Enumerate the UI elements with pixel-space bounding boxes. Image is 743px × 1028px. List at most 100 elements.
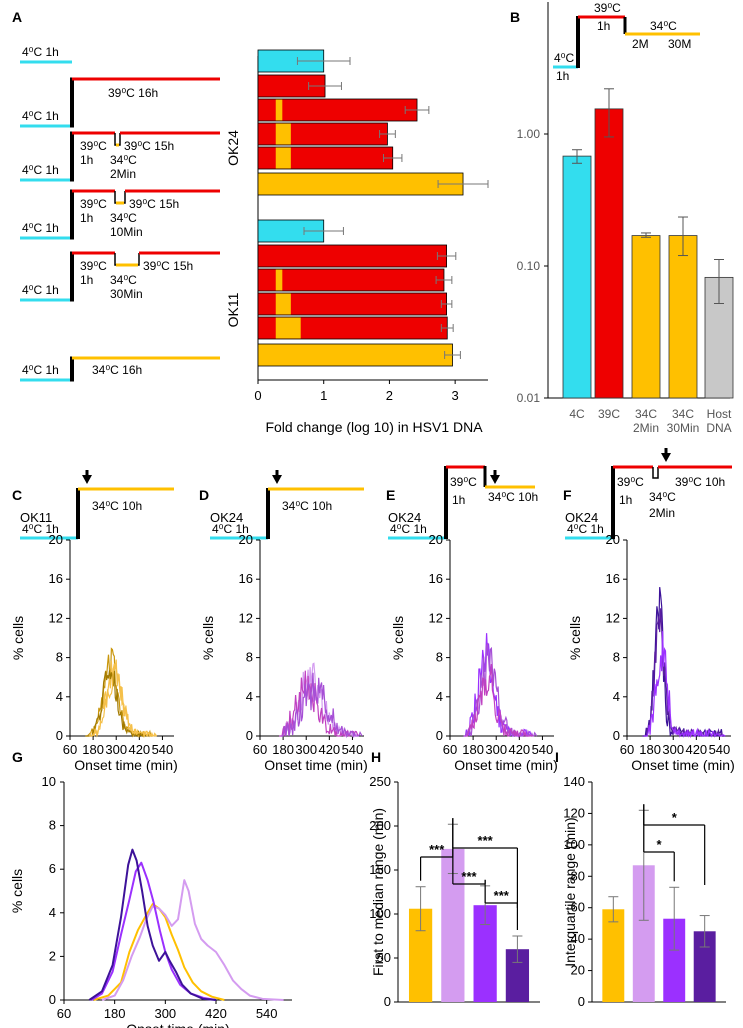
- shift-inset: [275, 99, 283, 121]
- panel-letter: I: [555, 749, 559, 765]
- bar-group: [257, 98, 430, 122]
- protocol-label: 1h: [619, 493, 632, 507]
- shift-outline: [114, 191, 126, 204]
- protocol-label: 34⁰C: [650, 19, 677, 33]
- trace-line: [279, 670, 359, 737]
- bar: [257, 343, 453, 367]
- protocol-label: 34⁰C: [110, 211, 137, 225]
- x-tick-label: 420: [128, 742, 150, 757]
- y-tick-label: 4: [613, 689, 620, 704]
- x-tick-label: 180: [272, 742, 294, 757]
- y-tick-label: 0.10: [517, 259, 541, 273]
- bar-group: [693, 915, 716, 1002]
- protocol-label: 34⁰C 16h: [92, 363, 142, 377]
- shift-outline: [114, 253, 140, 266]
- panel-letter: G: [12, 749, 23, 765]
- cell-line-label: OK11: [20, 510, 52, 525]
- y-axis-label: % cells: [567, 616, 583, 660]
- x-axis-label: Fold change (log 10) in HSV1 DNA: [265, 419, 483, 435]
- y-tick-label: 120: [563, 805, 585, 820]
- bar: [562, 155, 592, 399]
- group-label: OK24: [225, 130, 241, 166]
- significance-label: ***: [429, 842, 445, 857]
- protocol-label: 2Min: [649, 506, 675, 520]
- protocol-label: 4⁰C 1h: [212, 522, 249, 536]
- protocol-label: 34⁰C: [110, 153, 137, 167]
- y-tick-label: 12: [429, 610, 443, 625]
- protocol-label: 4⁰C 1h: [22, 283, 59, 297]
- shift-inset: [275, 147, 291, 169]
- cell-line-label: OK24: [565, 510, 598, 525]
- protocol-label: 2M: [632, 37, 649, 51]
- protocol-label: 39⁰C: [594, 1, 621, 15]
- bar-group: [257, 316, 454, 340]
- bar: [632, 865, 655, 1002]
- protocol-row: 4⁰C 1h 34⁰C 16h: [20, 356, 220, 382]
- shift-outline: [652, 467, 659, 479]
- x-tick-label: 180: [462, 742, 484, 757]
- protocol-label: 30Min: [110, 287, 143, 301]
- x-axis-label: Onset time (min): [264, 757, 367, 773]
- protocol-label: 4⁰C 1h: [22, 363, 59, 377]
- x-tick-label: 540: [342, 742, 364, 757]
- y-tick-label: 0: [436, 728, 443, 743]
- y-tick-label: 60: [571, 900, 585, 915]
- y-tick-label: 8: [56, 650, 63, 665]
- y-tick-label: 20: [571, 963, 585, 978]
- protocol-row: 4⁰C 1h 39⁰C 16h: [20, 77, 220, 128]
- category-label: 30Min: [667, 421, 700, 435]
- bar: [441, 848, 465, 1002]
- y-axis-label: Interquartile range (min): [562, 817, 578, 966]
- panel-letter: E: [386, 487, 395, 503]
- y-tick-label: 8: [436, 650, 443, 665]
- protocol-label: 34⁰C 10h: [92, 499, 142, 513]
- bar-group: 39C: [594, 88, 624, 421]
- x-tick-label: 60: [63, 742, 77, 757]
- category-label: 2Min: [633, 421, 659, 435]
- panel-letter: D: [199, 487, 209, 503]
- cell-line-label: OK24: [210, 510, 243, 525]
- y-axis-label: % cells: [10, 616, 26, 660]
- panel-letter: A: [12, 9, 22, 25]
- x-tick-label: 180: [104, 1006, 126, 1021]
- x-tick-label: 300: [485, 742, 507, 757]
- y-tick-label: 20: [606, 532, 620, 547]
- y-axis-label: % cells: [9, 869, 25, 913]
- protocol-label: 1h: [80, 273, 93, 287]
- bar-group: [257, 74, 342, 98]
- bar: [408, 908, 433, 1002]
- y-axis-label: First to median range (min): [370, 808, 386, 976]
- protocol-label: 39⁰C 15h: [129, 197, 179, 211]
- y-tick-label: 12: [239, 610, 253, 625]
- protocol-label: 39⁰C 10h: [675, 475, 725, 489]
- y-tick-label: 12: [49, 610, 63, 625]
- x-tick-label: 540: [256, 1006, 278, 1021]
- x-axis-label: Onset time (min): [454, 757, 557, 773]
- y-tick-label: 4: [56, 689, 63, 704]
- bar: [594, 108, 624, 399]
- trace-line: [85, 670, 152, 738]
- y-tick-label: 4: [49, 905, 56, 920]
- protocol-label: 39⁰C 16h: [108, 86, 158, 100]
- y-tick-label: 200: [369, 818, 391, 833]
- bar: [473, 905, 497, 1002]
- bar: [257, 172, 464, 196]
- arrow-icon: [272, 475, 282, 484]
- bar-group: [257, 244, 457, 268]
- bar: [257, 268, 445, 292]
- category-label: 39C: [598, 407, 620, 421]
- trace-line: [642, 608, 726, 738]
- y-tick-label: 16: [606, 571, 620, 586]
- bar-group: [257, 146, 403, 170]
- bar-group: [257, 219, 344, 243]
- protocol-label: 4⁰C 1h: [22, 45, 59, 59]
- category-label: 34C: [672, 407, 694, 421]
- significance-bracket: ***: [484, 879, 519, 930]
- x-tick-label: 60: [443, 742, 457, 757]
